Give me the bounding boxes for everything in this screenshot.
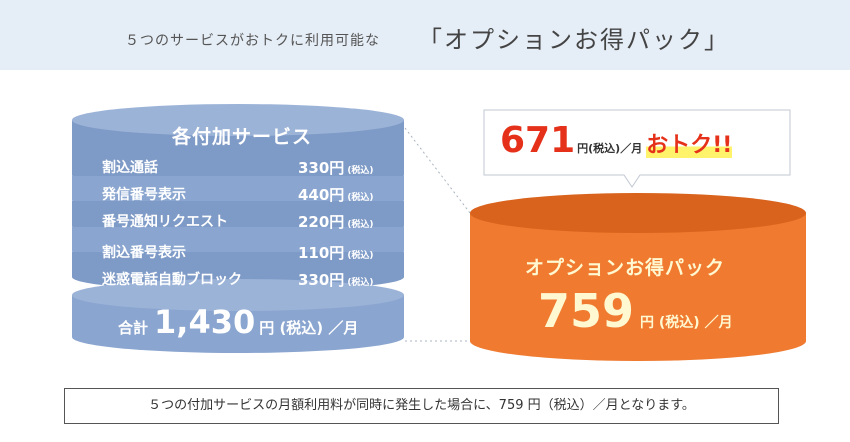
blue-cylinder-top bbox=[72, 104, 404, 136]
pack-price-value: 759 bbox=[538, 284, 635, 338]
blue-base-top bbox=[72, 279, 404, 311]
service-price: 330円 (税込) bbox=[298, 159, 374, 177]
footnote-box: ５つの付加サービスの月額利用料が同時に発生した場合に、759 円（税込）／月とな… bbox=[64, 388, 779, 424]
total-value: 1,430 bbox=[154, 303, 256, 341]
service-name: 発信番号表示 bbox=[102, 187, 186, 203]
connector-line-top bbox=[404, 127, 471, 214]
savings-amount: 671 円(税込)／月 おトク!! bbox=[500, 120, 733, 161]
service-price: 220円 (税込) bbox=[298, 213, 374, 231]
pack-title: オプションお得パック bbox=[525, 257, 726, 279]
service-name: 割込番号表示 bbox=[102, 245, 186, 261]
total-label: 合計 bbox=[118, 319, 149, 337]
orange-body bbox=[470, 213, 806, 361]
bubble-shape bbox=[483, 109, 791, 188]
header-intro-text: ５つのサービスがおトクに利用可能な bbox=[125, 33, 380, 49]
header-title: 「オプションお得パック」 bbox=[418, 26, 730, 54]
savings-bubble bbox=[483, 109, 791, 188]
service-price: 110円 (税込) bbox=[298, 244, 374, 262]
service-name: 迷惑電話自動ブロック bbox=[102, 272, 242, 288]
individual-services-title: 各付加サービス bbox=[172, 126, 313, 148]
savings-value: 671 bbox=[500, 120, 576, 161]
savings-label: おトク!! bbox=[646, 133, 733, 158]
blue-cylinder bbox=[72, 104, 404, 353]
service-price: 440円 (税込) bbox=[298, 186, 374, 204]
blue-base bbox=[72, 295, 404, 353]
orange-top bbox=[470, 193, 806, 233]
pack-price-unit: 円 (税込) ／月 bbox=[640, 315, 733, 331]
savings-unit: 円(税込)／月 bbox=[577, 142, 643, 155]
blue-layer-1 bbox=[72, 120, 404, 189]
service-name: 割込通話 bbox=[102, 160, 158, 176]
total-unit: 円 (税込) ／月 bbox=[259, 319, 359, 337]
total-price: 合計 1,430 円 (税込) ／月 bbox=[118, 303, 358, 341]
service-price: 330円 (税込) bbox=[298, 271, 374, 289]
service-name: 番号通知リクエスト bbox=[102, 214, 228, 230]
header-banner: ５つのサービスがおトクに利用可能な 「オプションお得パック」 bbox=[0, 0, 850, 70]
pack-price: 759 円 (税込) ／月 bbox=[538, 284, 733, 338]
orange-cylinder bbox=[470, 193, 806, 361]
